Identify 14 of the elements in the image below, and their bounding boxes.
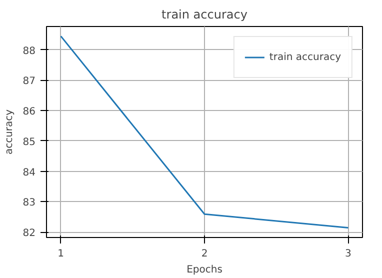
y-tick-label: 84 bbox=[22, 167, 36, 178]
x-tick-label: 2 bbox=[201, 248, 208, 260]
x-tick-label: 3 bbox=[344, 248, 352, 260]
y-tick-label: 83 bbox=[22, 198, 36, 209]
y-tick-label: 85 bbox=[22, 136, 36, 148]
y-tick-label: 88 bbox=[22, 46, 36, 57]
x-axis-title: Epochs bbox=[186, 264, 222, 276]
y-tick-label: 87 bbox=[22, 76, 36, 88]
chart-title: train accuracy bbox=[162, 8, 248, 22]
x-tick-label: 1 bbox=[58, 248, 64, 260]
y-tick-label: 86 bbox=[22, 106, 36, 118]
legend-label: train accuracy bbox=[269, 52, 341, 62]
y-axis-title: accuracy bbox=[4, 109, 15, 155]
y-tick-label: 82 bbox=[22, 228, 36, 240]
